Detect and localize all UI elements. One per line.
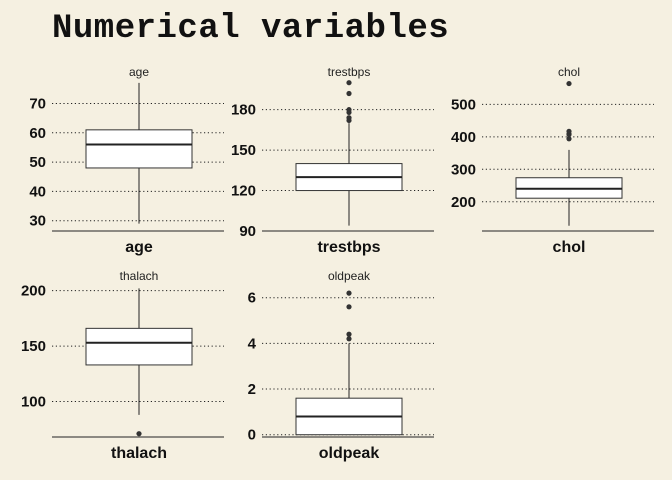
y-tick-label: 2 xyxy=(248,381,256,398)
y-tick-label: 500 xyxy=(451,96,476,113)
outlier-point xyxy=(346,107,352,113)
y-tick-label: 180 xyxy=(231,102,256,119)
y-tick-label: 100 xyxy=(21,394,46,411)
outlier-point xyxy=(346,336,352,342)
y-tick-label: 50 xyxy=(29,154,46,171)
outlier-point xyxy=(136,431,142,437)
y-tick-label: 0 xyxy=(248,427,256,444)
outlier-point xyxy=(566,128,572,134)
boxplot-trestbps: trestbps 90 120 150 180 trestbps xyxy=(231,65,434,256)
x-axis-label: chol xyxy=(553,239,586,256)
outlier-point xyxy=(346,80,352,86)
x-axis-label: oldpeak xyxy=(319,445,380,462)
outlier-point xyxy=(346,290,352,296)
outlier-point xyxy=(566,80,572,87)
y-tick-label: 30 xyxy=(29,213,46,230)
x-axis-label: trestbps xyxy=(317,239,380,256)
y-tick-label: 60 xyxy=(29,125,46,142)
outlier-point xyxy=(566,136,572,142)
outlier-point xyxy=(346,90,352,97)
outlier-point xyxy=(346,115,352,121)
panel-title: oldpeak xyxy=(328,269,371,283)
y-tick-label: 6 xyxy=(248,290,256,307)
y-tick-label: 150 xyxy=(21,338,46,355)
y-tick-label: 150 xyxy=(231,142,256,159)
panel-title: trestbps xyxy=(328,65,371,79)
y-tick-label: 40 xyxy=(29,183,46,200)
y-tick-label: 300 xyxy=(451,161,476,178)
outlier-point xyxy=(346,304,352,310)
boxplot-chol: chol 200 300 400 500 chol xyxy=(451,65,654,256)
y-tick-label: 400 xyxy=(451,129,476,146)
iqr-box xyxy=(85,327,193,366)
y-tick-label: 90 xyxy=(239,223,256,240)
x-axis-label: thalach xyxy=(111,445,167,462)
panel-title: chol xyxy=(558,65,580,79)
panel-title: thalach xyxy=(120,269,159,283)
figure-title: Numerical variables xyxy=(52,10,450,48)
y-tick-label: 200 xyxy=(21,283,46,300)
y-tick-label: 4 xyxy=(248,335,257,352)
iqr-box xyxy=(85,129,193,169)
boxplot-oldpeak: oldpeak 0 2 4 6 oldpeak xyxy=(248,269,434,462)
y-tick-label: 200 xyxy=(451,194,476,211)
panel-title: age xyxy=(129,65,149,79)
boxplot-thalach: thalach 100 150 200 thalach xyxy=(21,269,224,462)
y-tick-label: 120 xyxy=(231,183,256,200)
x-axis-label: age xyxy=(125,239,153,256)
boxplot-age: age 30 40 50 60 70 age xyxy=(29,65,224,256)
y-tick-label: 70 xyxy=(29,95,46,112)
outlier-point xyxy=(346,331,352,337)
